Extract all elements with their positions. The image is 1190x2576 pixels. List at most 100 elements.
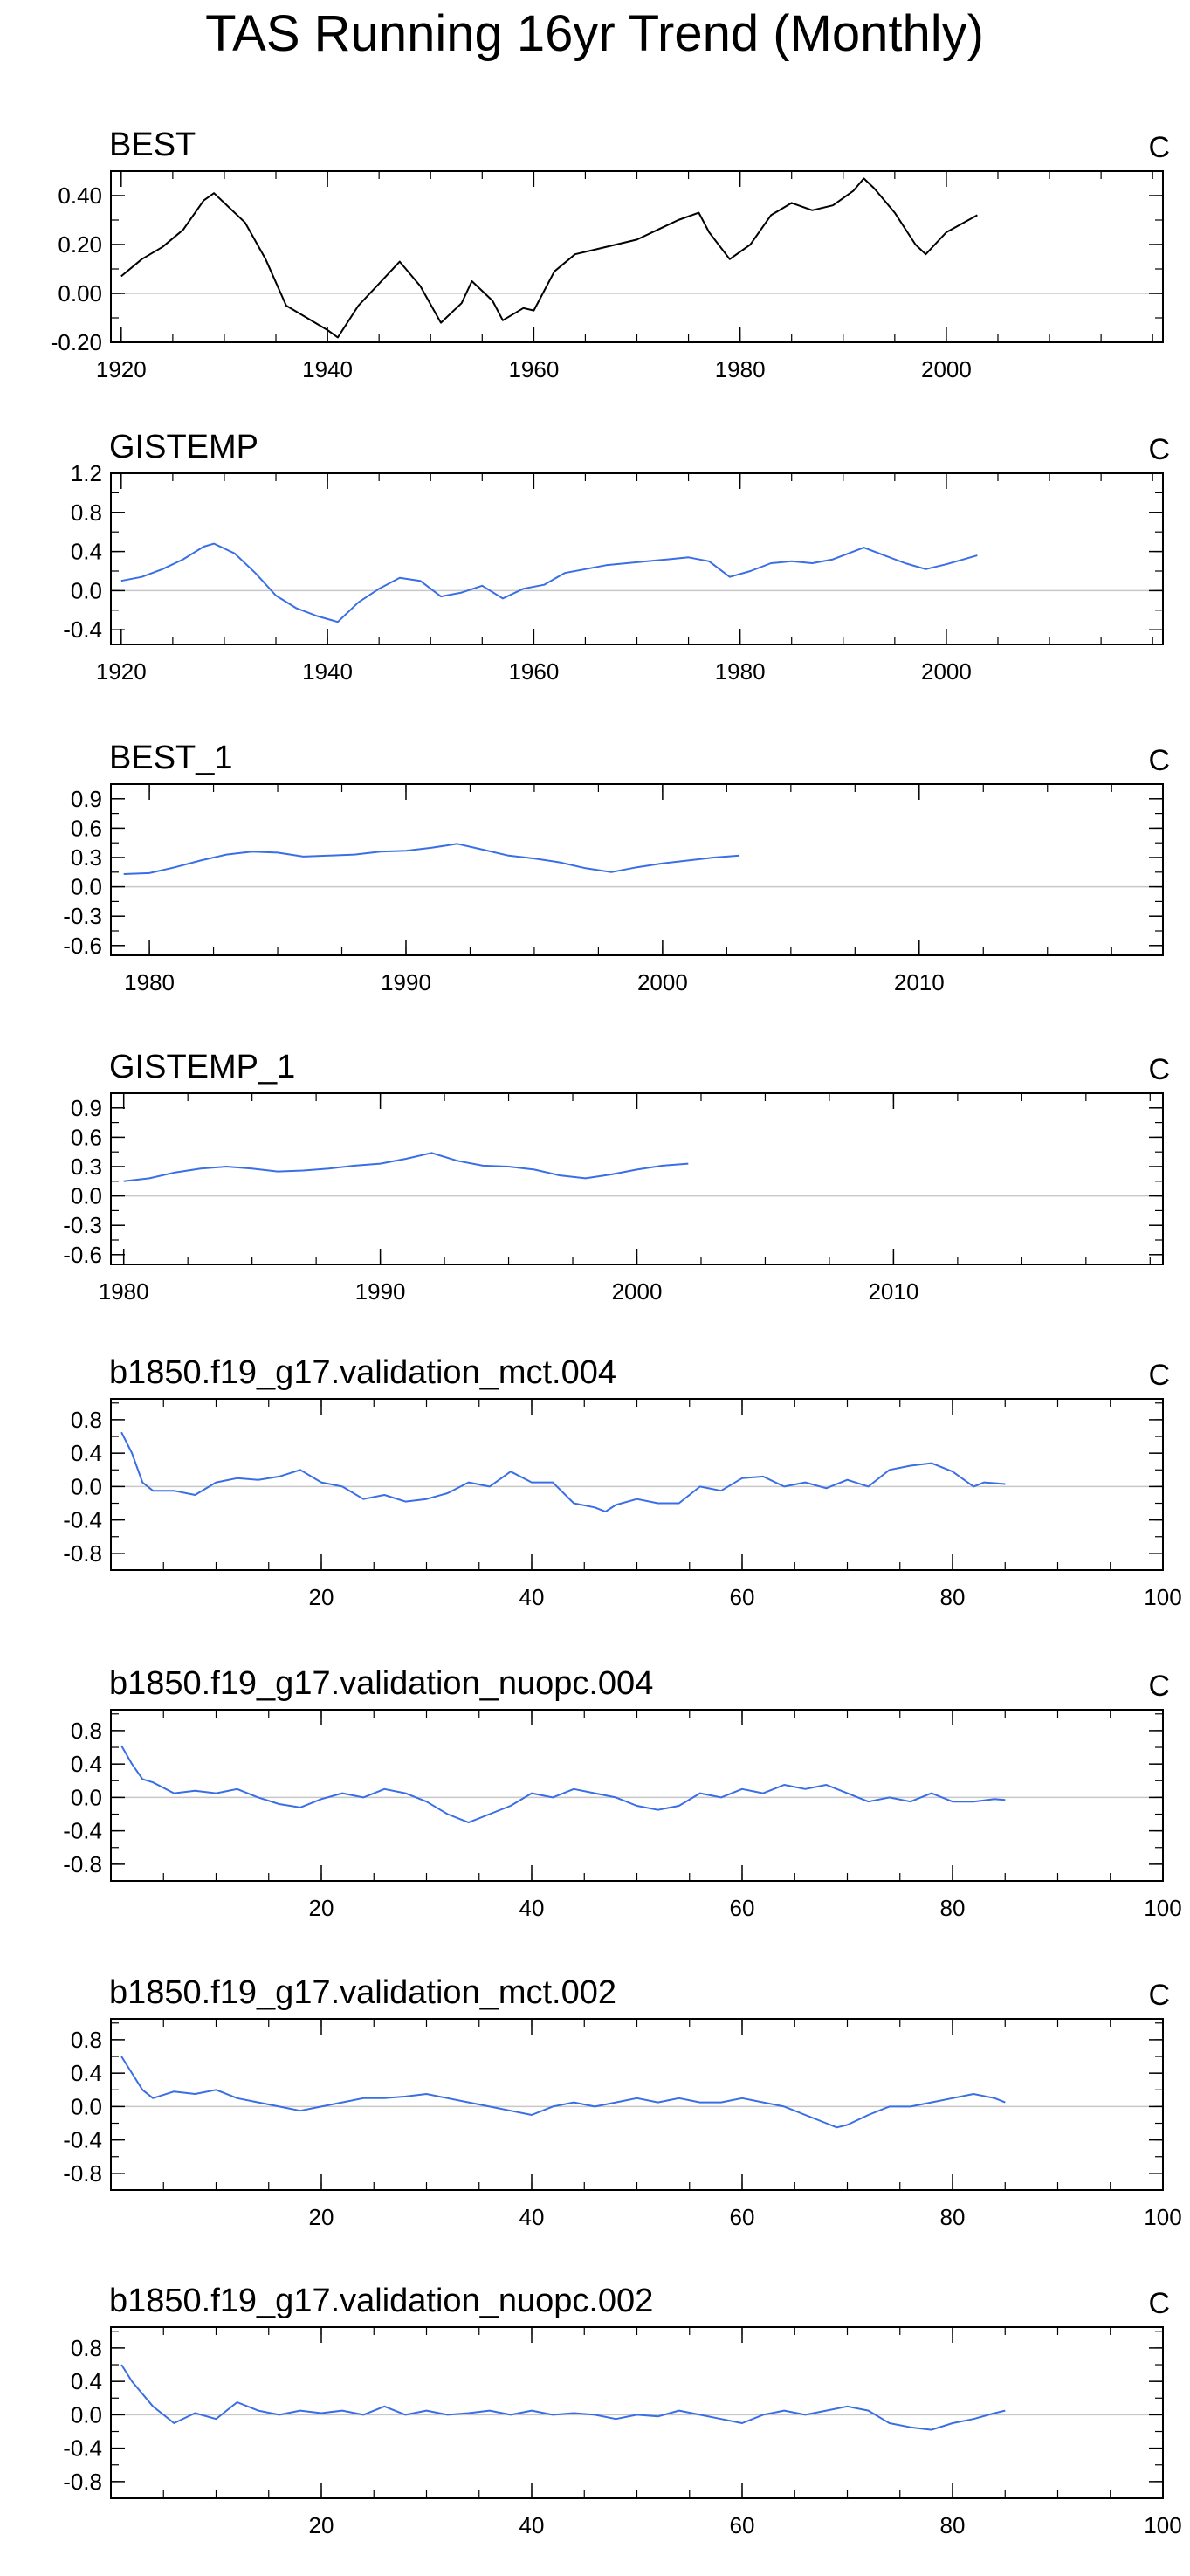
series-line [120, 177, 978, 339]
y-tick-label: -0.3 [63, 903, 102, 929]
y-tick-label: 0.0 [71, 1183, 102, 1209]
x-tick-label: 60 [730, 1895, 755, 1921]
y-tick-label: 0.0 [71, 2401, 102, 2428]
x-tick-label: 60 [730, 1584, 755, 1610]
x-tick-label: 2000 [921, 356, 972, 382]
plot-frame [110, 2326, 1164, 2499]
plot-frame [110, 1092, 1164, 1265]
y-tick-label: -0.4 [63, 616, 102, 643]
plot-frame [110, 1398, 1164, 1571]
y-tick-label: 0.4 [71, 539, 102, 565]
plot-frame [110, 783, 1164, 956]
y-tick-label: -0.20 [51, 329, 102, 355]
panel-title: b1850.f19_g17.validation_nuopc.002 [109, 2283, 653, 2319]
y-tick-label: 0.8 [71, 2027, 102, 2053]
figure-title: TAS Running 16yr Trend (Monthly) [205, 5, 984, 62]
x-tick-label: 100 [1144, 2512, 1181, 2538]
x-tick-label: 100 [1144, 2204, 1181, 2230]
x-tick-label: 80 [940, 2204, 966, 2230]
y-tick-label: 0.6 [71, 1124, 102, 1150]
series-line [120, 2056, 1006, 2129]
panel-title: b1850.f19_g17.validation_nuopc.004 [109, 1665, 653, 1702]
x-tick-label: 1920 [96, 356, 147, 382]
x-tick-label: 40 [519, 1584, 545, 1610]
x-tick-label: 2010 [894, 969, 945, 995]
x-tick-label: 1980 [99, 1278, 149, 1305]
y-tick-label: 0.4 [71, 2060, 102, 2086]
y-tick-label: 0.0 [71, 1473, 102, 1499]
y-tick-label: 0.8 [71, 1407, 102, 1433]
y-tick-label: -0.4 [63, 1818, 102, 1844]
x-tick-label: 1960 [508, 356, 559, 382]
y-tick-label: 0.8 [71, 1718, 102, 1744]
y-tick-label: 0.8 [71, 499, 102, 526]
plot-frame [110, 2018, 1164, 2191]
y-tick-label: -0.6 [63, 933, 102, 959]
y-tick-label: -0.8 [63, 1851, 102, 1877]
unit-label: C [1148, 1979, 1170, 2012]
y-tick-label: 0.0 [71, 577, 102, 603]
x-tick-label: 20 [309, 2204, 334, 2230]
x-tick-label: 40 [519, 1895, 545, 1921]
y-tick-label: -0.8 [63, 1540, 102, 1567]
panel-title: GISTEMP [109, 429, 258, 465]
series-line [120, 2364, 1006, 2431]
x-tick-label: 2000 [637, 969, 688, 995]
series-line [120, 1431, 1006, 1513]
y-tick-label: 0.3 [71, 1154, 102, 1180]
x-tick-label: 1940 [302, 658, 353, 685]
y-tick-label: -0.4 [63, 1507, 102, 1533]
chart-panel-5: b1850.f19_g17.validation_mct.004 C 20 40 60 8… [63, 1354, 1182, 1610]
unit-label: C [1148, 744, 1170, 777]
y-tick-label: 0.0 [71, 2093, 102, 2119]
y-tick-label: 0.20 [58, 231, 102, 258]
series-line [120, 1745, 1006, 1824]
series-line [120, 542, 978, 623]
chart-panel-4: GISTEMP_1 C 1980 1990 2000 2010 -0.6 -0.3 0.0 0.3… [63, 1049, 1170, 1305]
unit-label: C [1148, 1053, 1170, 1086]
x-tick-label: 40 [519, 2512, 545, 2538]
x-tick-label: 40 [519, 2204, 545, 2230]
x-tick-label: 100 [1144, 1584, 1181, 1610]
y-tick-label: 0.3 [71, 844, 102, 871]
x-tick-label: 60 [730, 2512, 755, 2538]
y-tick-label: 0.00 [58, 280, 102, 307]
unit-label: C [1148, 1670, 1170, 1703]
x-tick-label: 2010 [868, 1278, 918, 1305]
y-tick-label: 0.4 [71, 1751, 102, 1777]
x-tick-label: 80 [940, 1895, 966, 1921]
y-tick-label: -0.6 [63, 1242, 102, 1268]
unit-label: C [1148, 1359, 1170, 1392]
unit-label: C [1148, 2287, 1170, 2320]
x-tick-label: 1990 [381, 969, 431, 995]
series-line [123, 1152, 689, 1182]
y-tick-label: 0.0 [71, 1784, 102, 1810]
x-tick-label: 1920 [96, 658, 147, 685]
x-tick-label: 2000 [921, 658, 972, 685]
chart-panel-1: BEST C 1920 1940 1960 1980 2000 -0.20 0.00 0.20 0.… [51, 127, 1170, 382]
plot-frame [110, 170, 1164, 343]
y-tick-label: -0.3 [63, 1212, 102, 1238]
y-tick-label: 0.40 [58, 183, 102, 209]
y-tick-label: 0.8 [71, 2335, 102, 2361]
y-tick-label: 0.9 [71, 786, 102, 812]
y-tick-label: 0.6 [71, 815, 102, 841]
y-tick-label: 0.4 [71, 2368, 102, 2394]
panel-title: BEST [109, 127, 196, 163]
chart-panel-8: b1850.f19_g17.validation_nuopc.002 C 20 40 6… [63, 2283, 1182, 2538]
y-tick-label: -0.4 [63, 2435, 102, 2462]
unit-label: C [1148, 131, 1170, 164]
y-tick-label: -0.8 [63, 2469, 102, 2495]
x-tick-label: 1980 [715, 658, 766, 685]
x-tick-label: 1960 [508, 658, 559, 685]
panel-title: BEST_1 [109, 740, 233, 776]
panel-title: GISTEMP_1 [109, 1049, 295, 1085]
x-tick-label: 1990 [355, 1278, 406, 1305]
y-tick-label: 1.2 [71, 460, 102, 486]
y-tick-label: 0.0 [71, 874, 102, 900]
series-line [123, 843, 740, 875]
chart-panel-3: BEST_1 C 1980 1990 2000 2010 -0.6 -0.3 0.0 0.3 0.6… [63, 740, 1170, 995]
panel-title: b1850.f19_g17.validation_mct.004 [109, 1354, 616, 1391]
chart-panel-2: GISTEMP C 1920 1940 1960 1980 2000 -0.4 0.0 0.4 0.… [63, 429, 1170, 685]
